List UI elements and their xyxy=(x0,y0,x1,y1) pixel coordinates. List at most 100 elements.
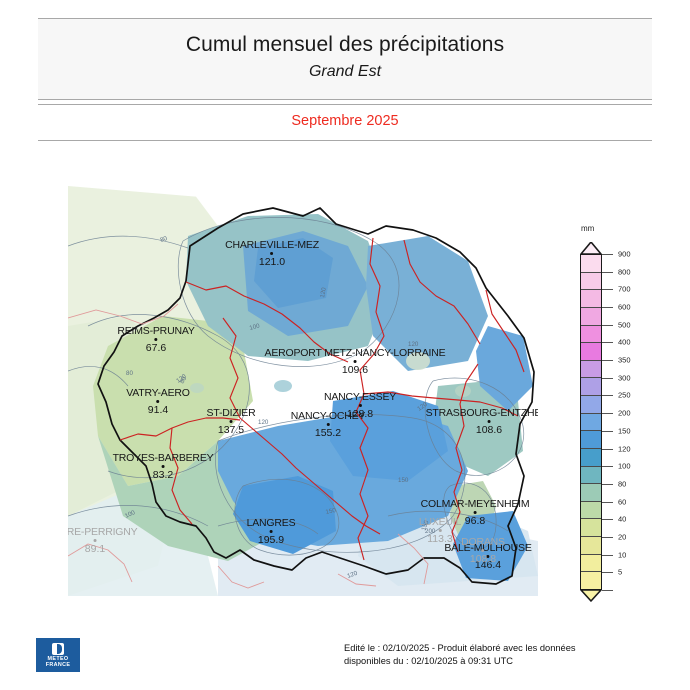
colorbar-tick xyxy=(602,342,613,344)
station-value: 155.2 xyxy=(314,426,342,439)
colorbar-tick xyxy=(602,466,613,468)
station-marker-dot xyxy=(487,420,491,423)
colorbar-tick xyxy=(602,483,613,485)
station-nancy-essey: NANCY-ESSEY 128.8 xyxy=(324,392,396,419)
colorbar-tick xyxy=(602,448,613,450)
colorbar-tick xyxy=(602,395,613,397)
colorbar-band xyxy=(581,413,601,432)
station-name: LANGRES xyxy=(246,517,296,529)
station-name: LUXEUIL xyxy=(418,516,462,528)
station-value: 109.6 xyxy=(341,363,369,376)
colorbar-tick-label: 500 xyxy=(618,320,631,330)
colorbar-arrow-bottom xyxy=(580,589,602,602)
credit-line-1: Edité le : 02/10/2025 - Produit élaboré … xyxy=(344,643,576,653)
colorbar-tick xyxy=(602,289,613,291)
colorbar-tick xyxy=(602,519,613,521)
svg-text:80: 80 xyxy=(159,235,168,244)
station-marker-dot xyxy=(353,360,357,363)
station-auxerre-perrigny: ERRE-PERRIGNY 89.1 xyxy=(68,527,138,554)
colorbar-band xyxy=(581,466,601,485)
credit-line-2: disponibles du : 02/10/2025 à 09:31 UTC xyxy=(344,656,514,666)
colorbar-band xyxy=(581,360,601,379)
svg-text:80: 80 xyxy=(126,370,133,377)
station-value: 108.6 xyxy=(475,423,503,436)
station-troyes-barberey: TROYES-BARBEREY 83.2 xyxy=(113,453,214,480)
station-value: 195.9 xyxy=(257,533,285,546)
colorbar-band xyxy=(581,572,601,589)
colorbar-tick-label: 10 xyxy=(618,550,627,560)
station-label-layer: CHARLEVILLE-MEZ 121.0 REIMS-PRUNAY 67.6 … xyxy=(68,186,538,596)
svg-text:120: 120 xyxy=(408,341,419,348)
title-header-block: Cumul mensuel des précipitations Grand E… xyxy=(38,18,652,100)
station-marker-dot xyxy=(481,549,485,552)
colorbar-band xyxy=(581,501,601,520)
precipitation-map[interactable]: 80 80 80 100 100 120 120 120 120 120 120… xyxy=(68,186,538,596)
colorbar-band xyxy=(581,519,601,537)
colorbar-band xyxy=(581,378,601,396)
colorbar-legend: mm 900 800 700 600 500 400 350 300 250 200 150 120 1… xyxy=(580,224,666,608)
colorbar-tick-label: 600 xyxy=(618,302,631,312)
colorbar-tick-label: 300 xyxy=(618,373,631,383)
colorbar-tick-label: 20 xyxy=(618,532,627,542)
colorbar-band xyxy=(581,255,601,273)
station-marker-dot xyxy=(438,529,442,532)
colorbar-unit-label: mm xyxy=(581,224,595,233)
map-graphic: 80 80 80 100 100 120 120 120 120 120 120… xyxy=(68,186,538,596)
colorbar-band xyxy=(581,431,601,449)
station-name: NANCY-ESSEY xyxy=(323,391,397,403)
station-value: 128.8 xyxy=(346,407,374,420)
svg-text:150: 150 xyxy=(325,507,337,516)
colorbar-tick-label: 350 xyxy=(618,355,631,365)
station-value: 137.5 xyxy=(217,423,245,436)
svg-text:150: 150 xyxy=(420,519,430,532)
colorbar-tick xyxy=(602,430,613,432)
colorbar-tick xyxy=(602,377,613,379)
station-value: 83.2 xyxy=(152,468,174,481)
colorbar-tick xyxy=(602,413,613,415)
colorbar-band xyxy=(581,272,601,291)
svg-text:100: 100 xyxy=(249,322,261,332)
header-divider-bottom xyxy=(38,140,652,141)
colorbar-bands xyxy=(580,254,602,590)
station-luxeuil: LUXEUIL 113.3 xyxy=(418,516,462,545)
station-langres: LANGRES 195.9 xyxy=(247,518,296,545)
meteo-france-logo: METEO FRANCE xyxy=(36,638,80,672)
colorbar-tick-label: 5 xyxy=(618,567,623,577)
station-name: TROYES-BARBEREY xyxy=(112,452,214,464)
svg-text:80: 80 xyxy=(179,375,189,385)
colorbar-band xyxy=(581,307,601,326)
colorbar-tick xyxy=(602,590,613,591)
colorbar-tick xyxy=(602,554,613,556)
station-name: STRASBOURG-ENTZHEIM xyxy=(425,407,538,419)
colorbar-tick xyxy=(602,254,613,255)
colorbar-band xyxy=(581,448,601,467)
svg-text:120: 120 xyxy=(416,401,429,413)
station-marker-dot xyxy=(154,338,158,341)
colorbar-tick-label: 800 xyxy=(618,267,631,277)
station-marker-dot xyxy=(270,252,274,255)
station-marker-dot xyxy=(473,511,477,514)
station-marker-dot xyxy=(486,555,490,558)
station-reims-prunay: REIMS-PRUNAY 67.6 xyxy=(117,326,195,353)
station-marker-dot xyxy=(161,465,165,468)
station-value: 108.8 xyxy=(469,552,497,565)
station-dorans: DORANS 108.8 xyxy=(461,537,505,564)
station-aeroport-metz-nancy-lorraine: AEROPORT METZ-NANCY-LORRAINE 109.6 xyxy=(265,348,446,375)
station-colmar-meyenheim: COLMAR-MEYENHEIM 96.8 xyxy=(421,499,530,526)
colorbar-band xyxy=(581,554,601,573)
station-name: CHARLEVILLE-MEZ xyxy=(225,239,319,251)
station-value: 113.3 xyxy=(427,532,453,545)
credit-text: Edité le : 02/10/2025 - Produit élaboré … xyxy=(344,642,674,668)
station-value: 121.0 xyxy=(258,255,286,268)
colorbar-tick-label: 700 xyxy=(618,284,631,294)
colorbar-tick-label: 80 xyxy=(618,479,627,489)
svg-text:120: 120 xyxy=(175,373,188,385)
station-name: ST-DIZIER xyxy=(206,407,256,419)
colorbar-band xyxy=(581,537,601,555)
colorbar-tick-label: 150 xyxy=(618,426,631,436)
logo-line-2: FRANCE xyxy=(45,661,71,668)
station-value: 91.4 xyxy=(147,403,169,416)
station-strasbourg-entzheim: STRASBOURG-ENTZHEIM 108.6 xyxy=(426,408,538,435)
station-charleville-mez: CHARLEVILLE-MEZ 121.0 xyxy=(225,240,319,267)
svg-text:100: 100 xyxy=(124,509,137,520)
